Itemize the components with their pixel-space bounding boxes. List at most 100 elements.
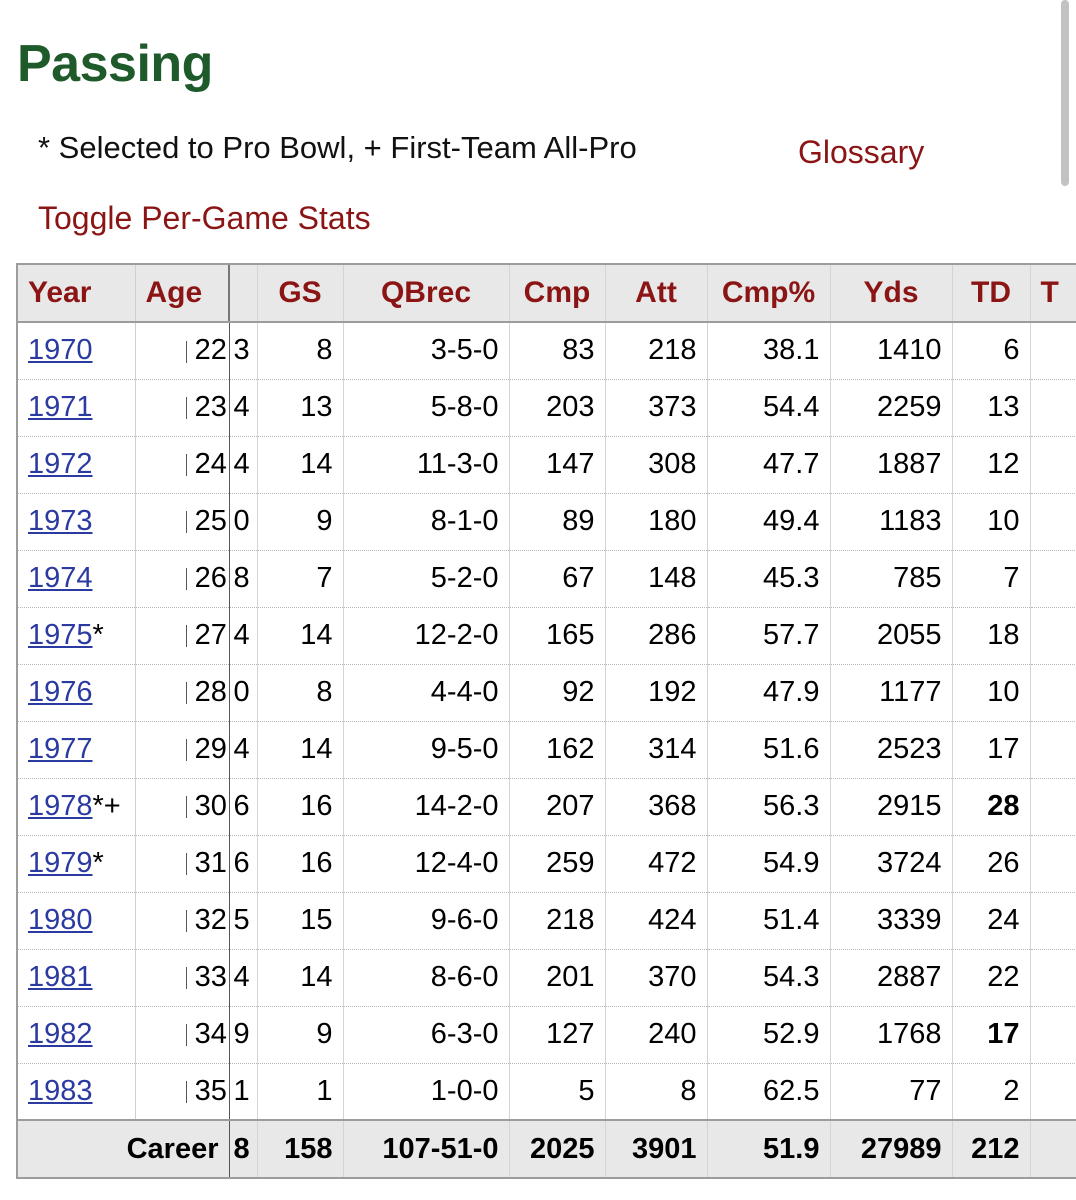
- header-cmp-pct[interactable]: Cmp%: [706, 263, 830, 323]
- gs-cell: 16: [256, 835, 343, 893]
- yds-cell: 77: [829, 1063, 952, 1121]
- year-link[interactable]: 1983: [28, 1074, 93, 1107]
- yds-cell: 1768: [829, 1006, 952, 1064]
- qbrec-cell: 12-4-0: [342, 835, 509, 893]
- year-link[interactable]: 1980: [28, 904, 93, 936]
- hidden-column-cell: 4: [228, 607, 257, 665]
- column-divider-tick: [185, 853, 187, 876]
- glossary-link[interactable]: Glossary: [798, 134, 925, 170]
- year-link[interactable]: 1976: [28, 676, 93, 708]
- year-link[interactable]: 1975: [28, 619, 93, 651]
- year-cell: 1972: [16, 436, 135, 494]
- year-cell: 1973: [16, 493, 135, 551]
- att-cell: 240: [604, 1006, 707, 1064]
- column-divider-tick: [185, 454, 187, 477]
- header-att[interactable]: Att: [604, 263, 707, 323]
- cmp-cell: 147: [508, 436, 605, 494]
- year-link[interactable]: 1971: [28, 391, 93, 423]
- att-cell: 148: [604, 550, 707, 608]
- year-link[interactable]: 1977: [28, 733, 93, 765]
- age-value: 31: [194, 847, 227, 879]
- t-truncated-cell: [1029, 664, 1076, 722]
- header-age[interactable]: Age: [134, 263, 229, 323]
- age-cell: 31: [134, 835, 229, 893]
- header-year[interactable]: Year: [16, 263, 135, 323]
- att-cell: 286: [604, 607, 707, 665]
- age-value: 23: [194, 391, 227, 423]
- cmp-pct-cell: 51.6: [706, 721, 830, 779]
- hidden-column-cell: 4: [228, 436, 257, 494]
- gs-cell: 13: [256, 379, 343, 437]
- header-cmp[interactable]: Cmp: [508, 263, 605, 323]
- age-cell: 32: [134, 892, 229, 950]
- t-truncated-cell: [1029, 778, 1076, 836]
- t-truncated-cell: [1029, 607, 1076, 665]
- header-t-truncated[interactable]: T: [1029, 263, 1076, 323]
- age-cell: 33: [134, 949, 229, 1007]
- yds-cell: 1887: [829, 436, 952, 494]
- cmp-cell: 92: [508, 664, 605, 722]
- toggle-per-game-stats-link[interactable]: Toggle Per-Game Stats: [38, 200, 371, 236]
- t-truncated-cell: [1029, 379, 1076, 437]
- year-cell: 1975*: [16, 607, 135, 665]
- yds-cell: 2915: [829, 778, 952, 836]
- age-cell: 34: [134, 1006, 229, 1064]
- cmp-pct-cell: 57.7: [706, 607, 830, 665]
- year-link[interactable]: 1981: [28, 961, 93, 993]
- td-cell: 12: [951, 436, 1030, 494]
- table-row: 1974 26 8 7 5-2-0 67 148 45.3 785 7: [16, 550, 1076, 608]
- career-cmp: 2025: [508, 1119, 605, 1179]
- t-truncated-cell: [1029, 835, 1076, 893]
- cmp-pct-cell: 38.1: [706, 322, 830, 380]
- year-link[interactable]: 1974: [28, 562, 93, 594]
- cmp-pct-cell: 56.3: [706, 778, 830, 836]
- passing-stats-table: Year Age GS QBrec Cmp Att Cmp% Yds TD T …: [16, 263, 1076, 1179]
- att-cell: 192: [604, 664, 707, 722]
- header-yds[interactable]: Yds: [829, 263, 952, 323]
- qbrec-cell: 3-5-0: [342, 322, 509, 380]
- table-row: 1972 24 4 14 11-3-0 147 308 47.7 1887 12: [16, 436, 1076, 494]
- cmp-cell: 165: [508, 607, 605, 665]
- age-value: 34: [194, 1018, 227, 1050]
- year-link[interactable]: 1978: [28, 790, 93, 822]
- table-row: 1973 25 0 9 8-1-0 89 180 49.4 1183 10: [16, 493, 1076, 551]
- year-link[interactable]: 1973: [28, 505, 93, 537]
- year-cell: 1981: [16, 949, 135, 1007]
- att-cell: 424: [604, 892, 707, 950]
- header-gs[interactable]: GS: [256, 263, 343, 323]
- qbrec-cell: 8-1-0: [342, 493, 509, 551]
- header-td[interactable]: TD: [951, 263, 1030, 323]
- pro-bowl-legend: * Selected to Pro Bowl, + First-Team All…: [38, 130, 637, 165]
- hidden-column-cell: 0: [228, 493, 257, 551]
- column-divider-tick: [185, 796, 187, 819]
- hidden-column-cell: 0: [228, 664, 257, 722]
- career-qbrec: 107-51-0: [342, 1119, 509, 1179]
- year-link[interactable]: 1970: [28, 334, 93, 367]
- age-cell: 30: [134, 778, 229, 836]
- header-qbrec[interactable]: QBrec: [342, 263, 509, 323]
- qbrec-cell: 9-5-0: [342, 721, 509, 779]
- qbrec-cell: 12-2-0: [342, 607, 509, 665]
- yds-cell: 1183: [829, 493, 952, 551]
- table-row: 1970 22 3 8 3-5-0 83 218 38.1 1410 6: [16, 322, 1076, 380]
- year-link[interactable]: 1972: [28, 448, 93, 480]
- hidden-column-cell: 6: [228, 835, 257, 893]
- cmp-pct-cell: 54.9: [706, 835, 830, 893]
- age-cell: 23: [134, 379, 229, 437]
- t-truncated-cell: [1029, 892, 1076, 950]
- career-td: 212: [951, 1119, 1030, 1179]
- qbrec-cell: 9-6-0: [342, 892, 509, 950]
- qbrec-cell: 1-0-0: [342, 1063, 509, 1121]
- year-link[interactable]: 1979: [28, 847, 93, 879]
- t-truncated-cell: [1029, 550, 1076, 608]
- passing-table-container[interactable]: Year Age GS QBrec Cmp Att Cmp% Yds TD T …: [16, 263, 1076, 1183]
- gs-cell: 14: [256, 721, 343, 779]
- qbrec-cell: 4-4-0: [342, 664, 509, 722]
- page-scrollbar[interactable]: [1061, 0, 1069, 186]
- hidden-column-cell: 1: [228, 1063, 257, 1121]
- gs-cell: 8: [256, 664, 343, 722]
- award-mark: *+: [92, 790, 121, 822]
- year-link[interactable]: 1982: [28, 1018, 93, 1050]
- year-cell: 1970: [16, 322, 135, 380]
- cmp-cell: 5: [508, 1063, 605, 1121]
